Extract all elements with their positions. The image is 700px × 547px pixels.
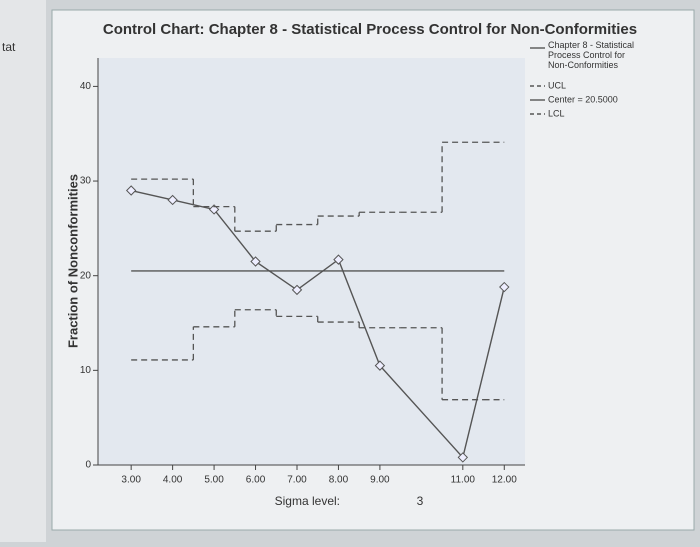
x-tick-label: 6.00 [246,475,266,486]
y-tick-label: 20 [80,270,92,281]
x-tick-label: 5.00 [204,475,224,486]
y-tick-label: 0 [85,460,91,471]
side-panel [0,0,46,542]
legend-label: Chapter 8 - Statistical Process Control f… [548,40,634,70]
x-tick-label: 4.00 [163,475,183,486]
point-marker [333,254,344,265]
x-tick-label: 9.00 [370,475,390,486]
x-tick-label: 3.00 [121,475,141,486]
chart-title: Control Chart: Chapter 8 - Statistical P… [103,21,637,38]
y-tick-label: 40 [80,81,92,92]
legend-label: Center = 20.5000 [548,94,618,104]
y-tick-label: 10 [80,365,92,376]
point-marker [125,185,137,196]
x-tick-label: 12.00 [492,475,517,486]
legend-label: LCL [548,108,565,118]
x-axis-value: 3 [417,494,424,508]
x-tick-label: 11.00 [451,475,476,486]
x-tick-label: 7.00 [287,475,307,486]
point-marker [250,256,261,267]
y-axis-label: Fraction of Nonconformities [65,174,80,348]
point-marker [167,194,178,206]
x-tick-label: 8.00 [329,475,349,486]
legend-label: UCL [548,80,566,90]
point-marker [291,284,303,296]
x-axis-label: Sigma level: [275,494,340,508]
side-text: tat [2,40,16,54]
point-marker [374,360,386,371]
point-marker [499,281,510,293]
point-marker [457,452,469,463]
plot-area [98,58,525,465]
y-tick-label: 30 [80,176,92,187]
